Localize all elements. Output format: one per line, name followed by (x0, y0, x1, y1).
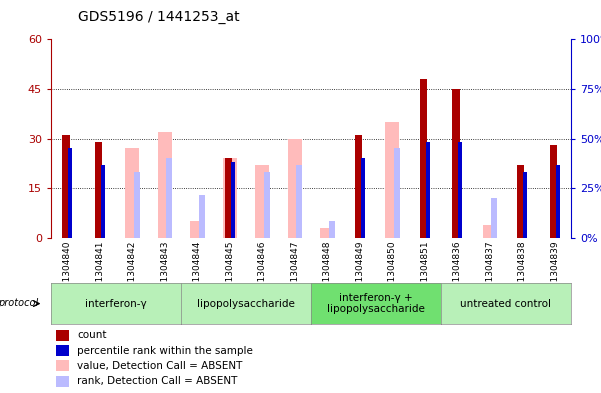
Bar (361, 158, 365, 238)
Bar (453, 89, 460, 238)
Bar (420, 79, 427, 238)
Bar (296, 165, 302, 238)
Text: percentile rank within the sample: percentile rank within the sample (77, 346, 253, 356)
Bar (56, 376, 69, 387)
Bar (95, 142, 102, 238)
Bar (63, 135, 70, 238)
Bar (56, 345, 69, 356)
Text: protocol: protocol (0, 298, 38, 308)
Bar (199, 195, 205, 238)
Bar (426, 142, 430, 238)
Bar (126, 149, 139, 238)
Text: value, Detection Call = ABSENT: value, Detection Call = ABSENT (77, 361, 242, 371)
Text: count: count (77, 331, 106, 340)
Text: interferon-γ: interferon-γ (85, 299, 147, 309)
Bar (556, 165, 560, 238)
Bar (191, 221, 204, 238)
Bar (355, 135, 362, 238)
Bar (483, 224, 496, 238)
Bar (69, 149, 72, 238)
Bar (550, 145, 557, 238)
Bar (223, 158, 237, 238)
Bar (288, 138, 302, 238)
Bar (134, 172, 140, 238)
Bar (492, 198, 497, 238)
Bar (329, 221, 335, 238)
Bar (56, 330, 69, 341)
Bar (385, 122, 399, 238)
Bar (523, 172, 527, 238)
Text: lipopolysaccharide: lipopolysaccharide (197, 299, 295, 309)
Bar (101, 165, 105, 238)
Bar (264, 172, 270, 238)
Text: interferon-γ +
lipopolysaccharide: interferon-γ + lipopolysaccharide (327, 293, 425, 314)
Bar (166, 158, 172, 238)
Text: GDS5196 / 1441253_at: GDS5196 / 1441253_at (78, 10, 240, 24)
Bar (320, 228, 334, 238)
Text: untreated control: untreated control (460, 299, 552, 309)
Bar (225, 158, 232, 238)
Bar (56, 360, 69, 371)
Bar (517, 165, 525, 238)
Bar (458, 142, 462, 238)
Bar (158, 132, 172, 238)
Bar (394, 149, 400, 238)
Text: rank, Detection Call = ABSENT: rank, Detection Call = ABSENT (77, 376, 237, 386)
Bar (255, 165, 269, 238)
Bar (231, 162, 234, 238)
